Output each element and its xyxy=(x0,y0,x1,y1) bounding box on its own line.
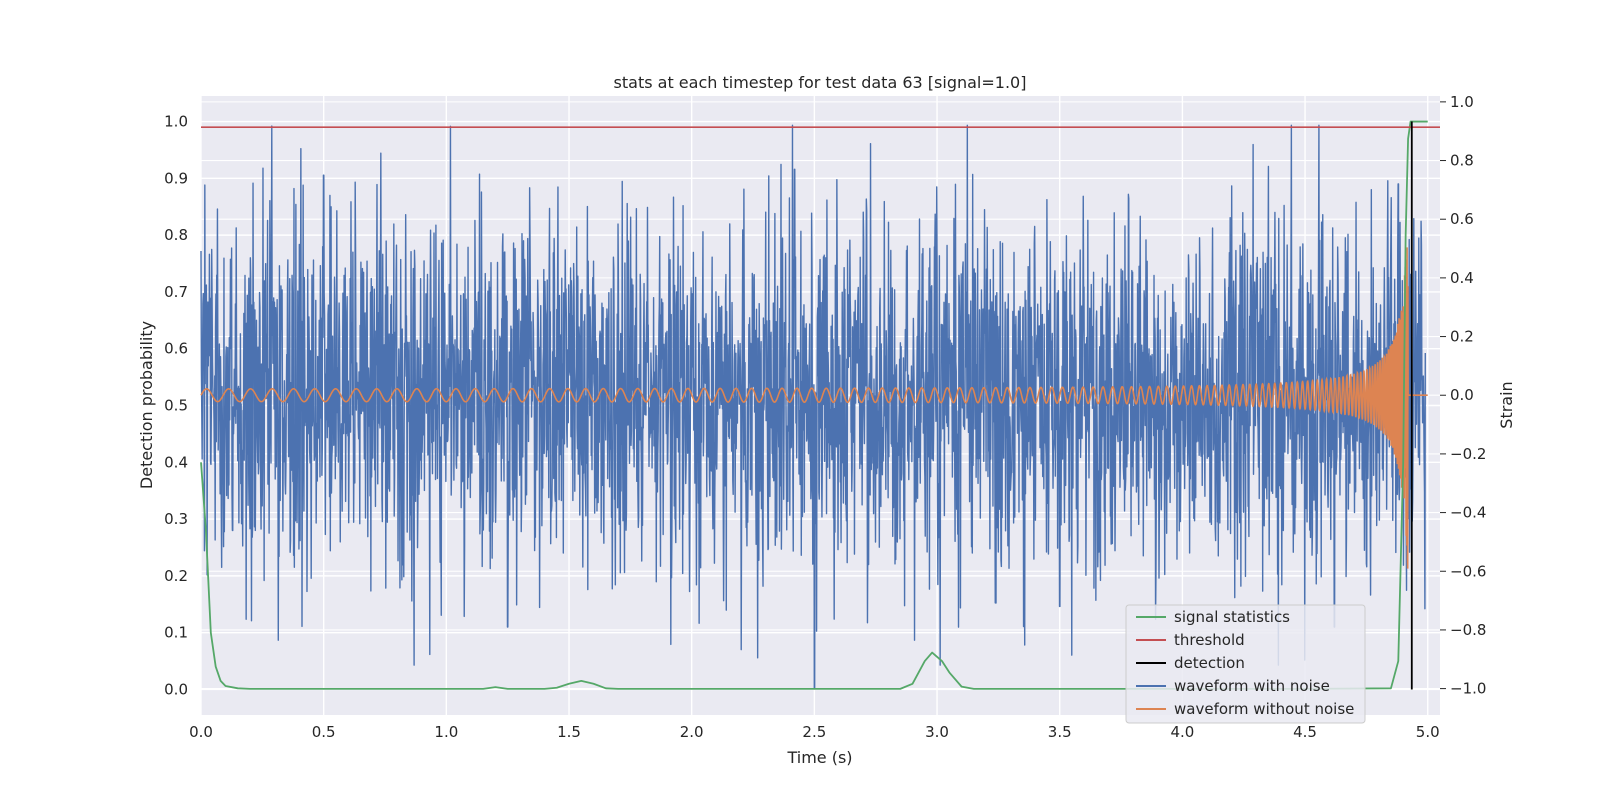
legend-label: detection xyxy=(1174,654,1245,672)
y-tick-label: 0.2 xyxy=(164,567,188,585)
y-tick-label: 0.0 xyxy=(164,680,188,698)
y2-tick-label: −0.4 xyxy=(1450,504,1486,522)
y2-tick-label: 0.6 xyxy=(1450,210,1474,228)
x-tick-label: 4.5 xyxy=(1293,723,1317,741)
y-tick-label: 0.9 xyxy=(164,169,188,187)
y2-tick-label: −1.0 xyxy=(1450,680,1486,698)
legend-label: waveform with noise xyxy=(1174,677,1330,695)
y2-tick-label: −0.6 xyxy=(1450,562,1486,580)
y-tick-label: 0.7 xyxy=(164,283,188,301)
x-tick-label: 4.0 xyxy=(1170,723,1194,741)
y-tick-label: 1.0 xyxy=(164,113,188,131)
y-tick-label: 0.3 xyxy=(164,510,188,528)
chart-title: stats at each timestep for test data 63 … xyxy=(614,73,1027,92)
y2-tick-label: −0.8 xyxy=(1450,621,1486,639)
series-layer xyxy=(200,120,1440,690)
legend-label: waveform without noise xyxy=(1174,700,1354,718)
y-tick-label: 0.4 xyxy=(164,453,188,471)
y2-tick-label: 0.2 xyxy=(1450,328,1474,346)
x-tick-label: 5.0 xyxy=(1416,723,1440,741)
ticks-layer: 0.0 0.5 1.0 1.5 2.0 2.5 3.0 3.5 4.0 4.5 5.0 0.0 0.1 0… xyxy=(164,93,1486,741)
y2-tick-label: 0.0 xyxy=(1450,386,1474,404)
y2-tick-label: 1.0 xyxy=(1450,93,1474,111)
legend-label: signal statistics xyxy=(1174,608,1290,626)
x-tick-label: 0.0 xyxy=(189,723,213,741)
series-signal-statistics xyxy=(200,120,1428,690)
y-tick-label: 0.5 xyxy=(164,397,188,415)
y-tick-label: 0.8 xyxy=(164,226,188,244)
y-tick-label: 0.6 xyxy=(164,340,188,358)
x-tick-label: 1.0 xyxy=(434,723,458,741)
series-waveform-without-noise xyxy=(200,247,1428,569)
series-waveform-with-noise xyxy=(200,124,1426,690)
x-tick-label: 2.5 xyxy=(802,723,826,741)
y2-axis-label: Strain xyxy=(1497,381,1516,428)
legend: signal statistics threshold detection wavef… xyxy=(1125,604,1366,724)
x-tick-label: 3.0 xyxy=(925,723,949,741)
y2-tick-label: 0.8 xyxy=(1450,152,1474,170)
legend-box xyxy=(1125,604,1366,724)
y2-tick-label: 0.4 xyxy=(1450,269,1474,287)
x-tick-label: 1.5 xyxy=(557,723,581,741)
x-tick-label: 0.5 xyxy=(312,723,336,741)
x-axis-label: Time (s) xyxy=(786,748,852,767)
legend-label: threshold xyxy=(1174,631,1245,649)
y-axis-label: Detection probability xyxy=(137,321,156,489)
x-tick-label: 2.0 xyxy=(680,723,704,741)
y-tick-label: 0.1 xyxy=(164,624,188,642)
y2-tick-label: −0.2 xyxy=(1450,445,1486,463)
x-tick-label: 3.5 xyxy=(1048,723,1072,741)
